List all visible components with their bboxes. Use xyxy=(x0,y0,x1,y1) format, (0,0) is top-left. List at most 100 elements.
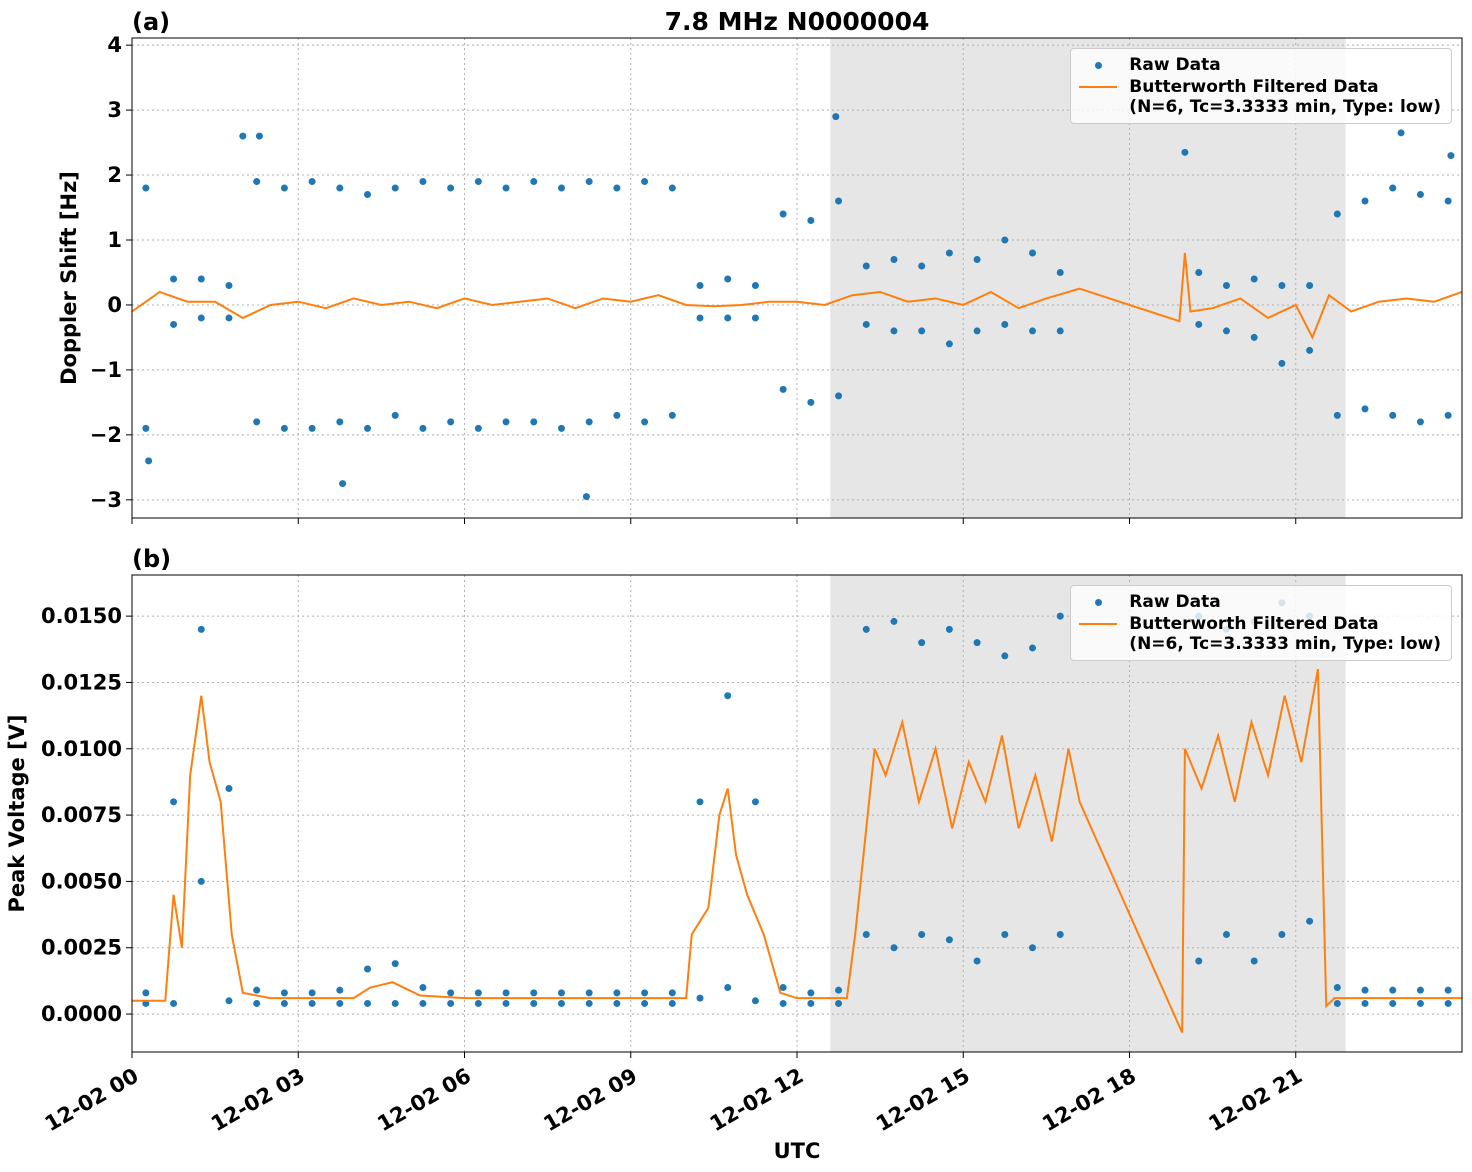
plot-area xyxy=(132,113,1462,501)
y-tick-label: 0.0100 xyxy=(41,737,122,761)
raw-point xyxy=(557,424,565,432)
raw-point xyxy=(890,327,898,335)
raw-point xyxy=(530,999,538,1007)
raw-point xyxy=(613,411,621,419)
raw-point xyxy=(890,255,898,263)
raw-point xyxy=(1001,930,1009,938)
raw-point xyxy=(419,984,427,992)
raw-point xyxy=(807,989,815,997)
y-tick-label: 0.0025 xyxy=(41,936,122,960)
x-tick-label: 12-02 09 xyxy=(539,1064,641,1137)
raw-point xyxy=(502,989,510,997)
raw-point xyxy=(364,424,372,432)
raw-point xyxy=(1222,281,1230,289)
raw-point xyxy=(1278,930,1286,938)
raw-point xyxy=(890,617,898,625)
raw-point xyxy=(613,989,621,997)
raw-point xyxy=(474,999,482,1007)
raw-point xyxy=(696,314,704,322)
raw-point xyxy=(308,424,316,432)
raw-point xyxy=(1001,236,1009,244)
raw-point xyxy=(280,184,288,192)
axes-frame xyxy=(131,37,1463,519)
raw-point xyxy=(1306,346,1314,354)
raw-point xyxy=(308,989,316,997)
raw-point xyxy=(1397,129,1405,137)
raw-point xyxy=(419,178,427,186)
raw-point xyxy=(1416,191,1424,199)
x-tick-label: 12-02 21 xyxy=(1204,1064,1306,1137)
filtered-line xyxy=(132,669,1462,1034)
raw-point xyxy=(641,989,649,997)
raw-point xyxy=(364,999,372,1007)
raw-point xyxy=(253,418,261,426)
raw-point xyxy=(364,191,372,199)
raw-point xyxy=(280,424,288,432)
raw-point xyxy=(835,392,843,400)
raw-point xyxy=(862,625,870,633)
x-tick-label: 12-02 12 xyxy=(706,1064,808,1137)
raw-point xyxy=(779,210,787,218)
raw-point xyxy=(1361,405,1369,413)
raw-point xyxy=(170,999,178,1007)
raw-point xyxy=(1056,327,1064,335)
y-tick-label: 0.0125 xyxy=(41,670,122,694)
y-tick-label: 0.0050 xyxy=(41,869,122,893)
raw-point xyxy=(1333,984,1341,992)
raw-point xyxy=(391,184,399,192)
x-tick-label: 12-02 06 xyxy=(373,1064,475,1137)
raw-point xyxy=(1222,930,1230,938)
raw-point xyxy=(1029,249,1037,257)
raw-point xyxy=(1222,327,1230,335)
raw-point xyxy=(255,132,263,140)
y-tick-label: 2 xyxy=(107,163,122,187)
raw-point xyxy=(945,340,953,348)
raw-point xyxy=(1361,197,1369,205)
x-tick-label: 12-02 15 xyxy=(872,1064,974,1137)
raw-point xyxy=(225,785,233,793)
raw-point xyxy=(585,418,593,426)
raw-point xyxy=(724,692,732,700)
raw-point xyxy=(1444,411,1452,419)
raw-point xyxy=(336,986,344,994)
axes-frame xyxy=(131,574,1463,1053)
raw-point xyxy=(419,999,427,1007)
raw-point xyxy=(239,132,247,140)
raw-point xyxy=(807,999,815,1007)
raw-point xyxy=(336,184,344,192)
raw-point xyxy=(973,957,981,965)
raw-point xyxy=(890,944,898,952)
raw-point xyxy=(1416,418,1424,426)
raw-point xyxy=(1181,148,1189,156)
raw-point xyxy=(835,986,843,994)
raw-point xyxy=(253,999,261,1007)
raw-point xyxy=(779,984,787,992)
raw-point xyxy=(1195,957,1203,965)
raw-point xyxy=(1056,930,1064,938)
raw-point xyxy=(530,418,538,426)
y-tick-label: −2 xyxy=(90,423,122,447)
raw-point xyxy=(807,398,815,406)
raw-point xyxy=(308,999,316,1007)
raw-point xyxy=(225,314,233,322)
raw-point xyxy=(862,320,870,328)
y-tick-label: 4 xyxy=(107,33,122,57)
raw-point xyxy=(280,999,288,1007)
raw-point xyxy=(447,989,455,997)
raw-point xyxy=(1029,327,1037,335)
raw-point xyxy=(724,314,732,322)
raw-point xyxy=(668,411,676,419)
legend: Raw Data Butterworth Filtered Data (N=6, … xyxy=(1070,585,1452,661)
raw-point xyxy=(170,798,178,806)
legend-label: Raw Data xyxy=(1129,55,1221,75)
raw-point xyxy=(339,480,347,488)
y-tick-label: −3 xyxy=(90,488,122,512)
legend-swatch xyxy=(1077,77,1121,97)
raw-point xyxy=(1029,644,1037,652)
raw-point xyxy=(668,999,676,1007)
y-tick-label: 0 xyxy=(107,293,122,317)
raw-point xyxy=(973,327,981,335)
raw-point xyxy=(1447,152,1455,160)
raw-point xyxy=(502,418,510,426)
legend-entry: Butterworth Filtered Data (N=6, Tc=3.333… xyxy=(1077,614,1441,654)
